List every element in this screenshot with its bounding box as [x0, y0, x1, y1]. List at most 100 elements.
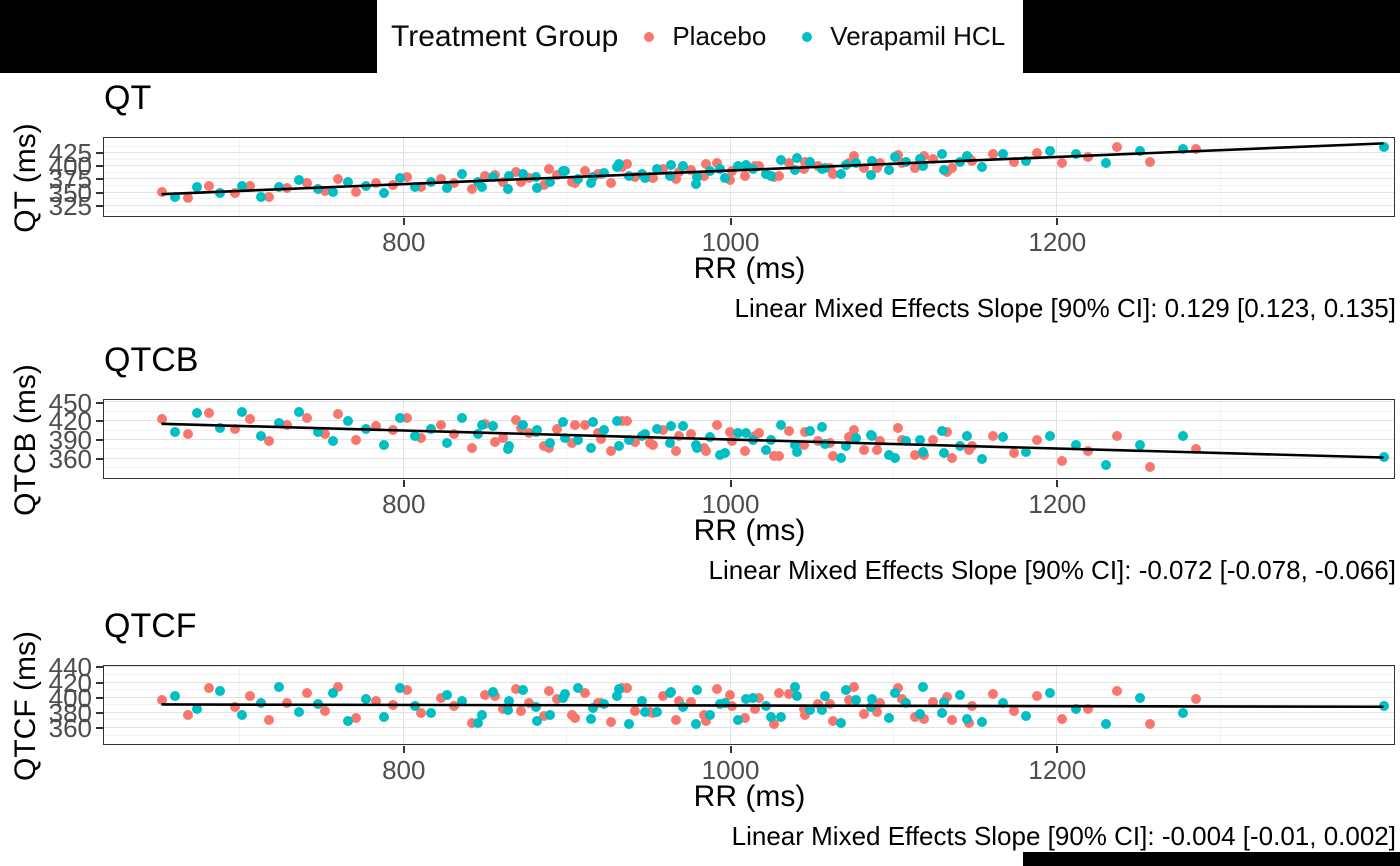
x-major-gridline	[402, 666, 404, 744]
data-point-verapamil-hcl	[517, 168, 528, 179]
data-point-verapamil-hcl	[409, 701, 420, 712]
data-point-verapamil-hcl	[360, 693, 371, 704]
data-point-placebo	[466, 717, 477, 728]
data-point-placebo	[1032, 148, 1043, 159]
data-point-placebo	[859, 708, 869, 719]
data-point-placebo	[301, 687, 312, 698]
y-major-gridline	[104, 152, 1394, 154]
data-point-placebo	[1056, 158, 1067, 169]
treatment-group-legend: Treatment Group Placebo Verapamil HCL	[377, 0, 1023, 73]
data-point-verapamil-hcl	[760, 444, 771, 455]
qt-plot-area	[103, 137, 1395, 217]
data-point-placebo	[872, 444, 883, 455]
data-point-verapamil-hcl	[836, 452, 847, 463]
x-minor-gridline	[566, 666, 568, 744]
redaction-bar-top-right	[1023, 0, 1400, 73]
data-point-verapamil-hcl	[841, 441, 852, 452]
data-point-verapamil-hcl	[841, 159, 852, 170]
data-point-verapamil-hcl	[917, 681, 928, 692]
data-point-verapamil-hcl	[274, 181, 285, 192]
x-axis-tick-label: 1000	[701, 755, 760, 785]
data-point-placebo	[927, 435, 938, 446]
data-point-verapamil-hcl	[409, 181, 420, 192]
legend-label-verapamil-hcl: Verapamil HCL	[830, 21, 1006, 51]
data-point-placebo	[511, 683, 522, 694]
data-point-verapamil-hcl	[395, 683, 406, 694]
x-axis-tick-label: 1200	[1028, 755, 1087, 785]
y-axis-tick-label: 360	[48, 712, 92, 743]
data-point-verapamil-hcl	[775, 420, 786, 431]
y-minor-gridline	[104, 674, 1394, 676]
data-point-placebo	[909, 711, 920, 722]
data-point-placebo	[827, 716, 838, 727]
legend-bar: Treatment Group Placebo Verapamil HCL	[0, 0, 1400, 73]
data-point-verapamil-hcl	[587, 702, 598, 713]
data-point-placebo	[350, 435, 361, 446]
legend-title: Treatment Group	[391, 19, 619, 53]
y-minor-gridline	[104, 689, 1394, 691]
data-point-verapamil-hcl	[476, 181, 487, 192]
data-point-verapamil-hcl	[274, 417, 285, 428]
data-point-placebo	[700, 445, 711, 456]
data-point-placebo	[622, 683, 633, 694]
qtcf-slope-annotation: Linear Mixed Effects Slope [90% CI]: -0.…	[731, 821, 1396, 851]
y-axis-tick	[96, 696, 103, 699]
data-point-placebo	[630, 705, 641, 716]
y-minor-gridline	[104, 734, 1394, 736]
data-point-verapamil-hcl	[914, 708, 925, 719]
data-point-verapamil-hcl	[545, 710, 556, 721]
data-point-verapamil-hcl	[690, 439, 701, 450]
data-point-verapamil-hcl	[865, 429, 876, 440]
data-point-verapamil-hcl	[1020, 711, 1031, 722]
data-point-verapamil-hcl	[805, 705, 816, 716]
data-point-verapamil-hcl	[790, 682, 801, 693]
data-point-placebo	[230, 423, 241, 434]
data-point-verapamil-hcl	[1177, 708, 1188, 719]
data-point-verapamil-hcl	[816, 705, 827, 716]
data-point-verapamil-hcl	[1071, 149, 1082, 160]
data-point-verapamil-hcl	[502, 705, 513, 716]
y-axis-tick-label: 400	[48, 682, 92, 713]
data-point-verapamil-hcl	[586, 714, 597, 725]
data-point-verapamil-hcl	[677, 420, 688, 431]
data-point-verapamil-hcl	[961, 150, 972, 161]
data-point-verapamil-hcl	[961, 714, 972, 725]
y-major-gridline	[104, 681, 1394, 683]
data-point-verapamil-hcl	[841, 685, 852, 696]
data-point-verapamil-hcl	[976, 161, 987, 172]
data-point-verapamil-hcl	[865, 702, 876, 713]
panel-title-qtcb: QTCB	[104, 341, 199, 379]
data-point-verapamil-hcl	[917, 447, 928, 457]
data-point-verapamil-hcl	[937, 148, 948, 159]
data-point-verapamil-hcl	[976, 453, 987, 464]
data-point-placebo	[674, 695, 685, 706]
data-point-placebo	[1190, 143, 1201, 154]
data-point-verapamil-hcl	[342, 177, 353, 188]
data-point-verapamil-hcl	[792, 447, 803, 457]
qtcb-x-axis-title: RR (ms)	[693, 514, 806, 547]
y-minor-gridline	[104, 158, 1394, 160]
data-point-verapamil-hcl	[775, 155, 786, 165]
data-point-verapamil-hcl	[1378, 701, 1389, 712]
data-point-verapamil-hcl	[558, 417, 569, 427]
data-point-verapamil-hcl	[342, 715, 353, 726]
y-axis-tick	[96, 420, 103, 423]
qtcb-plot-area	[103, 399, 1395, 479]
data-point-verapamil-hcl	[805, 156, 816, 167]
data-point-verapamil-hcl	[666, 159, 677, 170]
data-point-placebo	[401, 685, 412, 696]
data-point-placebo	[543, 686, 554, 697]
data-point-placebo	[1032, 434, 1043, 445]
y-axis-tick	[96, 457, 103, 460]
data-point-verapamil-hcl	[976, 717, 987, 728]
data-point-verapamil-hcl	[560, 165, 571, 176]
data-point-placebo	[203, 407, 214, 418]
data-point-verapamil-hcl	[690, 718, 701, 729]
data-point-verapamil-hcl	[573, 683, 584, 694]
data-point-verapamil-hcl	[169, 427, 180, 437]
data-point-verapamil-hcl	[488, 171, 499, 182]
data-point-verapamil-hcl	[360, 423, 371, 434]
x-axis-tick-label: 1200	[1028, 227, 1087, 257]
x-axis-tick-label: 1000	[701, 489, 760, 519]
data-point-placebo	[524, 697, 535, 708]
